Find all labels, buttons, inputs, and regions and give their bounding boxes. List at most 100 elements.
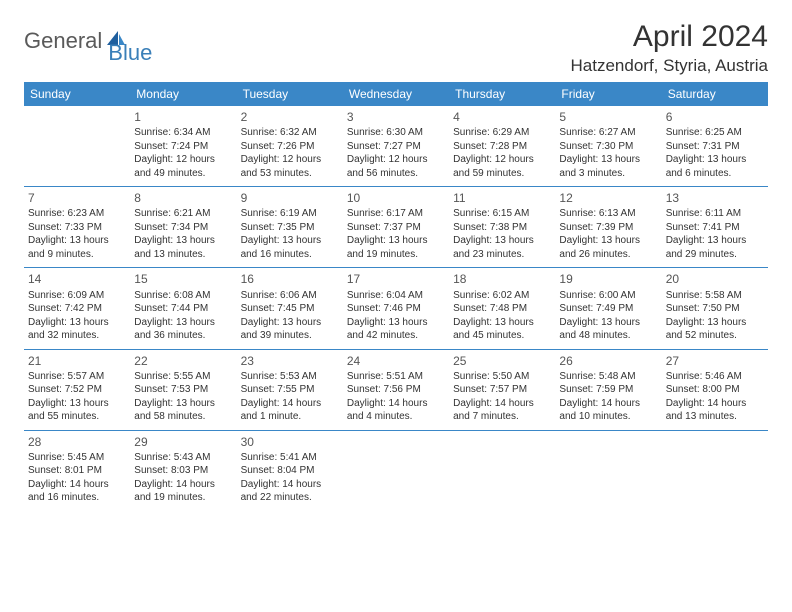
calendar-cell: 22Sunrise: 5:55 AMSunset: 7:53 PMDayligh… <box>130 349 236 430</box>
calendar-cell: 10Sunrise: 6:17 AMSunset: 7:37 PMDayligh… <box>343 187 449 268</box>
daylight-text: Daylight: 12 hours and 56 minutes. <box>347 153 445 180</box>
sunrise-text: Sunrise: 6:15 AM <box>453 207 551 221</box>
calendar-cell <box>24 106 130 187</box>
daylight-text: Daylight: 13 hours and 36 minutes. <box>134 316 232 343</box>
day-number: 25 <box>453 353 551 369</box>
day-number: 5 <box>559 109 657 125</box>
sunset-text: Sunset: 7:50 PM <box>666 302 764 316</box>
calendar-cell: 19Sunrise: 6:00 AMSunset: 7:49 PMDayligh… <box>555 268 661 349</box>
day-number: 14 <box>28 271 126 287</box>
daylight-text: Daylight: 14 hours and 13 minutes. <box>666 397 764 424</box>
sunrise-text: Sunrise: 6:19 AM <box>241 207 339 221</box>
calendar-cell: 1Sunrise: 6:34 AMSunset: 7:24 PMDaylight… <box>130 106 236 187</box>
calendar-table: SundayMondayTuesdayWednesdayThursdayFrid… <box>24 82 768 511</box>
sunrise-text: Sunrise: 6:09 AM <box>28 289 126 303</box>
daylight-text: Daylight: 13 hours and 19 minutes. <box>347 234 445 261</box>
sunrise-text: Sunrise: 6:23 AM <box>28 207 126 221</box>
sunset-text: Sunset: 7:26 PM <box>241 140 339 154</box>
sunrise-text: Sunrise: 5:57 AM <box>28 370 126 384</box>
weekday-header: Saturday <box>662 82 768 106</box>
weekday-header: Sunday <box>24 82 130 106</box>
calendar-cell: 18Sunrise: 6:02 AMSunset: 7:48 PMDayligh… <box>449 268 555 349</box>
calendar-cell: 28Sunrise: 5:45 AMSunset: 8:01 PMDayligh… <box>24 430 130 511</box>
day-number: 22 <box>134 353 232 369</box>
day-number: 29 <box>134 434 232 450</box>
daylight-text: Daylight: 14 hours and 1 minute. <box>241 397 339 424</box>
calendar-cell: 21Sunrise: 5:57 AMSunset: 7:52 PMDayligh… <box>24 349 130 430</box>
sunrise-text: Sunrise: 6:06 AM <box>241 289 339 303</box>
daylight-text: Daylight: 13 hours and 52 minutes. <box>666 316 764 343</box>
sunset-text: Sunset: 7:37 PM <box>347 221 445 235</box>
calendar-cell: 16Sunrise: 6:06 AMSunset: 7:45 PMDayligh… <box>237 268 343 349</box>
day-number: 23 <box>241 353 339 369</box>
sunset-text: Sunset: 7:31 PM <box>666 140 764 154</box>
day-number: 28 <box>28 434 126 450</box>
calendar-cell: 2Sunrise: 6:32 AMSunset: 7:26 PMDaylight… <box>237 106 343 187</box>
logo-text-blue: Blue <box>108 40 152 66</box>
daylight-text: Daylight: 13 hours and 29 minutes. <box>666 234 764 261</box>
sunset-text: Sunset: 7:49 PM <box>559 302 657 316</box>
sunset-text: Sunset: 7:27 PM <box>347 140 445 154</box>
day-number: 6 <box>666 109 764 125</box>
sunrise-text: Sunrise: 5:48 AM <box>559 370 657 384</box>
daylight-text: Daylight: 13 hours and 32 minutes. <box>28 316 126 343</box>
location: Hatzendorf, Styria, Austria <box>571 56 768 76</box>
daylight-text: Daylight: 13 hours and 23 minutes. <box>453 234 551 261</box>
day-number: 7 <box>28 190 126 206</box>
sunrise-text: Sunrise: 6:00 AM <box>559 289 657 303</box>
calendar-cell <box>662 430 768 511</box>
daylight-text: Daylight: 12 hours and 53 minutes. <box>241 153 339 180</box>
sunset-text: Sunset: 8:03 PM <box>134 464 232 478</box>
calendar-cell: 25Sunrise: 5:50 AMSunset: 7:57 PMDayligh… <box>449 349 555 430</box>
day-number: 26 <box>559 353 657 369</box>
calendar-cell: 23Sunrise: 5:53 AMSunset: 7:55 PMDayligh… <box>237 349 343 430</box>
sunset-text: Sunset: 7:30 PM <box>559 140 657 154</box>
sunset-text: Sunset: 7:35 PM <box>241 221 339 235</box>
calendar-cell: 27Sunrise: 5:46 AMSunset: 8:00 PMDayligh… <box>662 349 768 430</box>
header: General Blue April 2024 Hatzendorf, Styr… <box>24 20 768 76</box>
day-number: 3 <box>347 109 445 125</box>
day-number: 16 <box>241 271 339 287</box>
daylight-text: Daylight: 13 hours and 45 minutes. <box>453 316 551 343</box>
calendar-cell: 5Sunrise: 6:27 AMSunset: 7:30 PMDaylight… <box>555 106 661 187</box>
daylight-text: Daylight: 14 hours and 4 minutes. <box>347 397 445 424</box>
day-number: 20 <box>666 271 764 287</box>
sunrise-text: Sunrise: 5:43 AM <box>134 451 232 465</box>
logo: General Blue <box>24 28 172 54</box>
day-number: 2 <box>241 109 339 125</box>
sunrise-text: Sunrise: 6:11 AM <box>666 207 764 221</box>
calendar-cell: 7Sunrise: 6:23 AMSunset: 7:33 PMDaylight… <box>24 187 130 268</box>
sunset-text: Sunset: 7:33 PM <box>28 221 126 235</box>
calendar-cell: 8Sunrise: 6:21 AMSunset: 7:34 PMDaylight… <box>130 187 236 268</box>
sunset-text: Sunset: 7:41 PM <box>666 221 764 235</box>
sunset-text: Sunset: 7:34 PM <box>134 221 232 235</box>
calendar-cell: 4Sunrise: 6:29 AMSunset: 7:28 PMDaylight… <box>449 106 555 187</box>
day-number: 18 <box>453 271 551 287</box>
sunrise-text: Sunrise: 6:30 AM <box>347 126 445 140</box>
calendar-cell: 24Sunrise: 5:51 AMSunset: 7:56 PMDayligh… <box>343 349 449 430</box>
sunrise-text: Sunrise: 6:08 AM <box>134 289 232 303</box>
weekday-header: Friday <box>555 82 661 106</box>
sunrise-text: Sunrise: 6:04 AM <box>347 289 445 303</box>
sunrise-text: Sunrise: 6:32 AM <box>241 126 339 140</box>
day-number: 1 <box>134 109 232 125</box>
sunrise-text: Sunrise: 6:34 AM <box>134 126 232 140</box>
day-number: 8 <box>134 190 232 206</box>
sunset-text: Sunset: 7:59 PM <box>559 383 657 397</box>
daylight-text: Daylight: 13 hours and 13 minutes. <box>134 234 232 261</box>
calendar-cell <box>449 430 555 511</box>
sunrise-text: Sunrise: 5:58 AM <box>666 289 764 303</box>
daylight-text: Daylight: 13 hours and 6 minutes. <box>666 153 764 180</box>
day-number: 27 <box>666 353 764 369</box>
sunrise-text: Sunrise: 5:53 AM <box>241 370 339 384</box>
calendar-cell: 6Sunrise: 6:25 AMSunset: 7:31 PMDaylight… <box>662 106 768 187</box>
daylight-text: Daylight: 13 hours and 3 minutes. <box>559 153 657 180</box>
daylight-text: Daylight: 12 hours and 59 minutes. <box>453 153 551 180</box>
weekday-header: Wednesday <box>343 82 449 106</box>
weekday-header: Tuesday <box>237 82 343 106</box>
sunset-text: Sunset: 7:46 PM <box>347 302 445 316</box>
calendar-cell <box>555 430 661 511</box>
sunset-text: Sunset: 7:42 PM <box>28 302 126 316</box>
sunset-text: Sunset: 7:28 PM <box>453 140 551 154</box>
sunrise-text: Sunrise: 6:17 AM <box>347 207 445 221</box>
